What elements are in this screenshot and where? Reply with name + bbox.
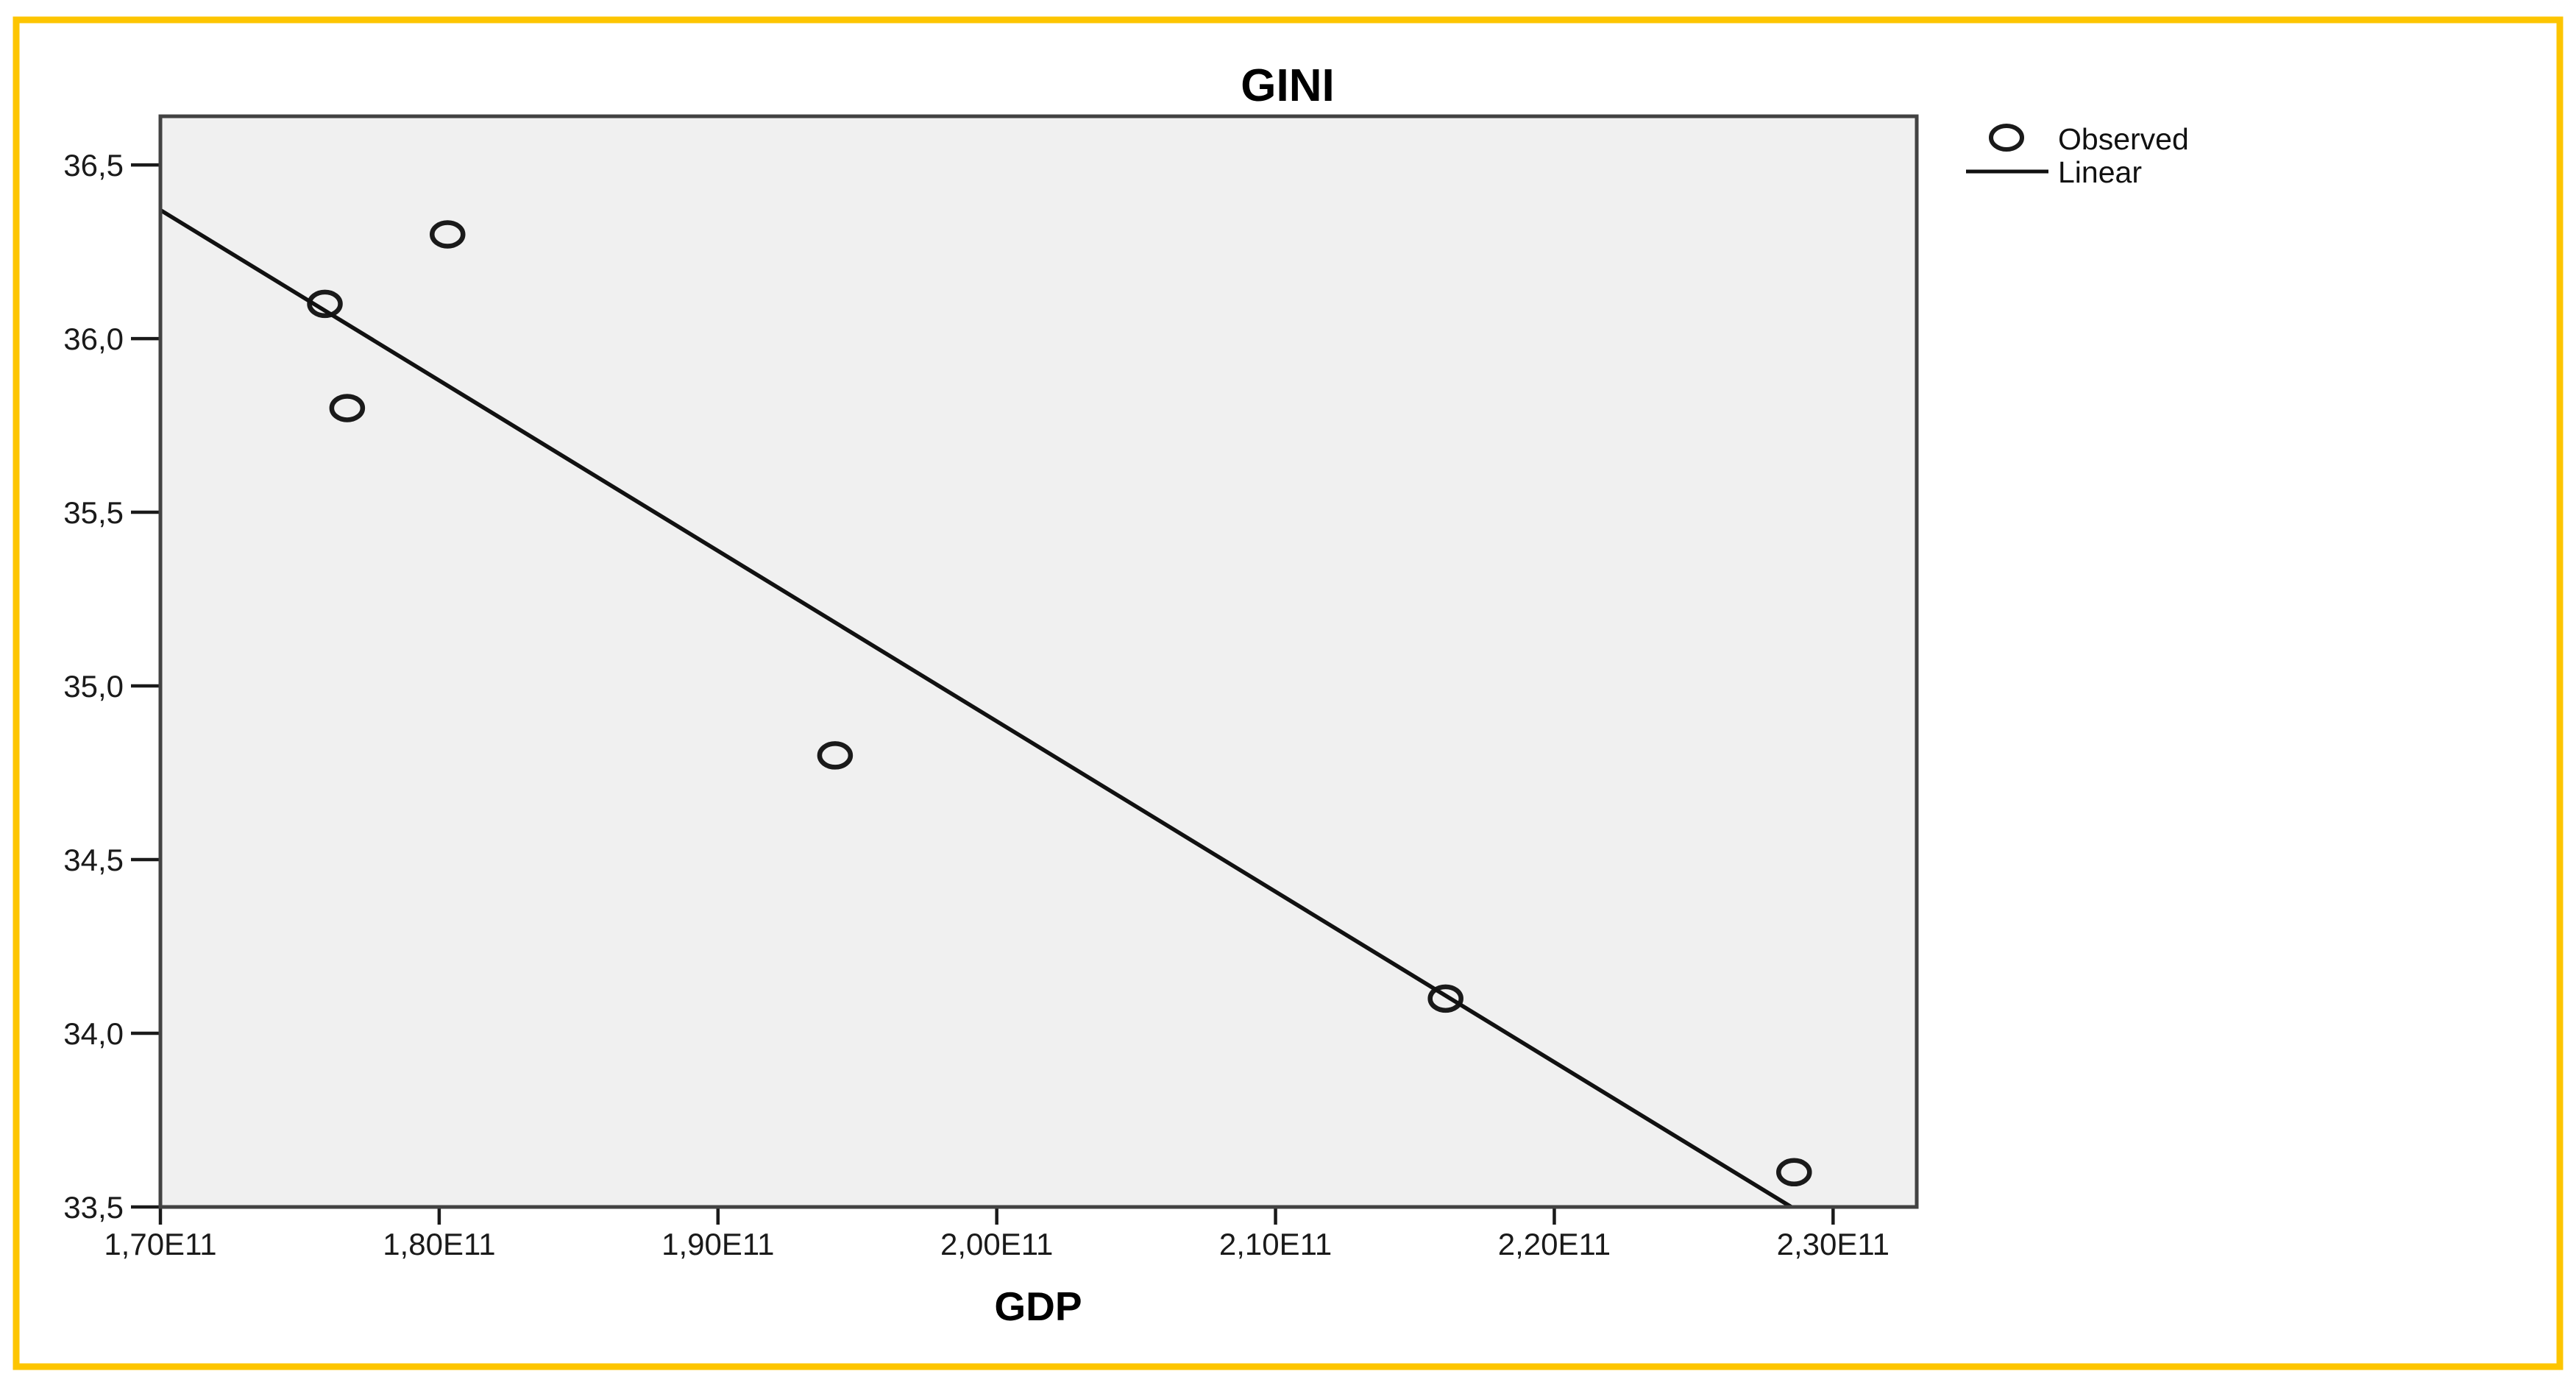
observed-points-group xyxy=(307,220,1812,1187)
plot-frame xyxy=(158,114,1919,1209)
legend-observed-label: Observed xyxy=(2058,122,2189,156)
y-tick-label: 35,0 xyxy=(63,669,124,704)
x-axis-title: GDP xyxy=(994,1283,1082,1329)
y-tick-label: 33,5 xyxy=(63,1190,124,1225)
linear-fit-group xyxy=(159,208,1792,1209)
x-tick-label: 2,20E11 xyxy=(1498,1227,1611,1261)
x-tick-label: 2,10E11 xyxy=(1219,1227,1332,1261)
x-axis: 1,70E11 1,80E11 1,90E11 2,00E11 2,10E11 2,20E… xyxy=(104,1207,1890,1261)
x-tick-label: 2,00E11 xyxy=(940,1227,1053,1261)
x-tick-label: 1,80E11 xyxy=(383,1227,495,1261)
observed-point xyxy=(1427,984,1463,1013)
observed-point xyxy=(307,289,343,319)
y-tick-label: 35,5 xyxy=(63,495,124,530)
x-tick-label: 1,70E11 xyxy=(104,1227,216,1261)
y-tick-label: 34,0 xyxy=(63,1016,124,1051)
observed-point xyxy=(1776,1158,1812,1187)
figure-border xyxy=(13,16,2563,1370)
x-tick-label: 1,90E11 xyxy=(661,1227,774,1261)
linear-fit-line xyxy=(159,208,1792,1209)
chart-title: GINI xyxy=(1241,60,1334,111)
plot-area xyxy=(160,116,1917,1207)
x-tick-label: 2,30E11 xyxy=(1777,1227,1890,1261)
observed-point xyxy=(430,220,466,249)
y-axis: 33,5 34,0 34,5 35,0 35,5 36,0 36,5 xyxy=(63,148,160,1225)
observed-point xyxy=(329,394,366,422)
legend-observed-marker-icon xyxy=(1989,124,2024,152)
legend: Observed Linear xyxy=(1966,122,2189,189)
observed-point xyxy=(817,741,854,770)
y-tick-label: 36,0 xyxy=(63,322,124,356)
y-tick-label: 36,5 xyxy=(63,148,124,183)
y-tick-label: 34,5 xyxy=(63,843,124,877)
legend-linear-label: Linear xyxy=(2058,155,2142,189)
